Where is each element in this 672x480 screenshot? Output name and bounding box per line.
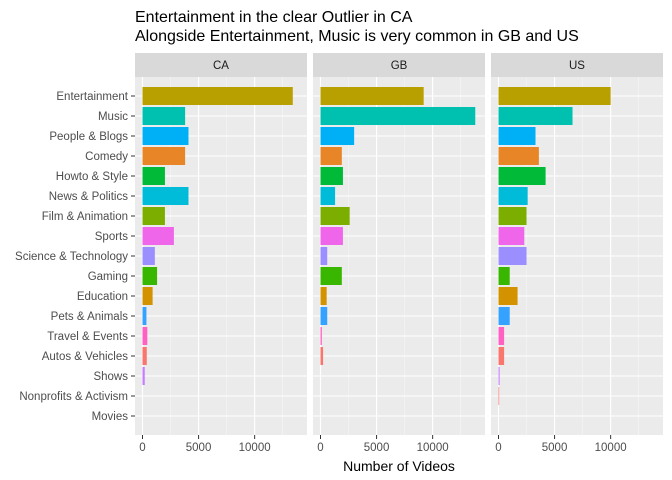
y-tick-label: Movies [92,411,129,423]
facet-panels: CA 0 5000 10000 GB 0 5000 10000 US 0 5000 10000 [135,53,663,454]
bar-gb-pets-animals [320,307,328,325]
bar-gb-people-blogs [320,127,355,145]
facet-panel-ca: CA 0 5000 10000 [135,53,307,454]
bar-us-education [498,287,518,305]
bar-us-people-blogs [498,127,536,145]
x-tick-label: 5000 [542,442,568,454]
bar-gb-autos-vehicles [320,347,324,365]
bar-gb-travel-events [320,327,322,345]
facet-strip [135,53,307,77]
y-axis-labels: Entertainment Music People & Blogs Comedy Ho… [15,91,135,423]
bar-gb-entertainment [320,87,424,105]
x-tick-label: 10000 [595,442,627,454]
bar-us-shows [498,367,500,385]
x-tick-label: 5000 [364,442,390,454]
facet-strip-label: GB [391,60,408,72]
bar-ca-shows [142,367,145,385]
bar-gb-gaming [320,267,342,285]
bar-us-gaming [498,267,510,285]
bar-us-autos-vehicles [498,347,505,365]
bar-us-film-animation [498,207,527,225]
bar-ca-entertainment [142,87,293,105]
bar-us-entertainment [498,87,611,105]
bar-ca-science-technology [142,247,155,265]
y-tick-label: Education [77,291,128,303]
bar-us-pets-animals [498,307,510,325]
x-tick-label: 0 [317,442,323,454]
bar-gb-news-politics [320,187,336,205]
x-tick-label: 10000 [239,442,271,454]
bar-ca-travel-events [142,327,148,345]
y-tick-label: Shows [93,371,128,383]
facet-strip-label: CA [213,60,229,72]
bar-ca-music [142,107,186,125]
chart-title-line-2: Alongside Entertainment, Music is very c… [135,28,579,45]
bar-ca-autos-vehicles [142,347,147,365]
bar-us-howto-style [498,167,546,185]
bar-us-nonprofits-activism [498,387,500,405]
bar-ca-howto-style [142,167,165,185]
y-tick-label: Pets & Animals [51,311,129,323]
bar-ca-gaming [142,267,158,285]
y-tick-label: People & Blogs [49,131,128,143]
x-tick-label: 0 [495,442,501,454]
y-tick-label: Sports [95,231,128,243]
bar-ca-pets-animals [142,307,147,325]
bar-gb-comedy [320,147,342,165]
x-axis-title: Number of Videos [343,458,455,474]
bar-us-music [498,107,573,125]
bar-ca-news-politics [142,187,189,205]
bar-us-sports [498,227,525,245]
x-tick-label: 5000 [186,442,212,454]
x-tick-label: 10000 [417,442,449,454]
bar-gb-howto-style [320,167,343,185]
bar-gb-science-technology [320,247,328,265]
y-tick-label: Travel & Events [47,331,128,343]
bar-ca-people-blogs [142,127,189,145]
bar-ca-education [142,287,153,305]
bar-ca-sports [142,227,174,245]
chart-title-line-1: Entertainment in the clear Outlier in CA [135,9,413,26]
bar-gb-sports [320,227,343,245]
facet-strip [491,53,663,77]
y-tick-label: Entertainment [56,91,128,103]
bar-us-news-politics [498,187,528,205]
y-tick-label: Film & Animation [42,211,128,223]
y-tick-label: News & Politics [49,191,128,203]
bar-ca-comedy [142,147,186,165]
bar-gb-education [320,287,327,305]
y-tick-label: Science & Technology [15,251,128,263]
facet-strip [313,53,485,77]
bar-ca-film-animation [142,207,165,225]
y-tick-label: Nonprofits & Activism [19,391,128,403]
facet-panel-us: US 0 5000 10000 [491,53,663,454]
bar-gb-film-animation [320,207,350,225]
bar-us-comedy [498,147,539,165]
bar-us-travel-events [498,327,505,345]
y-tick-label: Gaming [88,271,128,283]
bar-us-science-technology [498,247,527,265]
facet-strip-label: US [569,60,585,72]
bar-gb-music [320,107,476,125]
y-tick-label: Autos & Vehicles [42,351,129,363]
y-tick-label: Music [98,111,128,123]
y-tick-label: Howto & Style [56,171,128,183]
facet-panel-gb: GB 0 5000 10000 [313,53,485,454]
x-tick-label: 0 [139,442,145,454]
y-tick-label: Comedy [85,151,128,163]
